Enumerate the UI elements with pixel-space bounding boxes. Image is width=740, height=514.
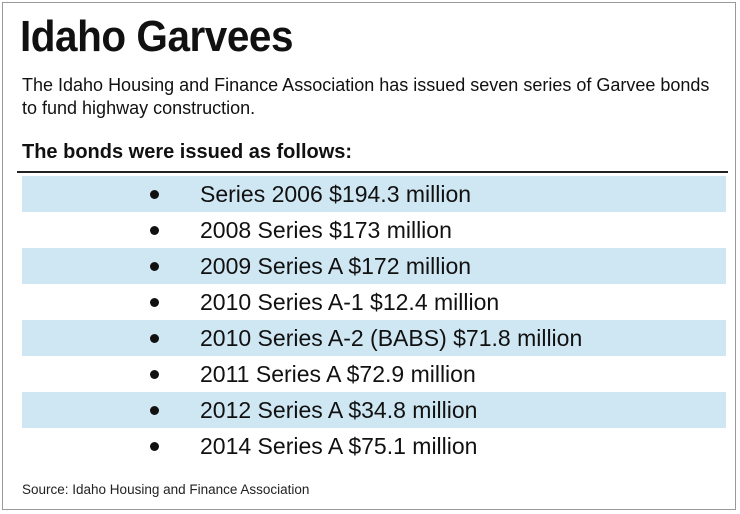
bullet-icon [150,406,159,415]
list-item: Series 2006 $194.3 million [22,176,726,212]
bond-list: Series 2006 $194.3 million 2008 Series $… [22,176,726,464]
page-title: Idaho Garvees [20,12,294,61]
bond-label: 2014 Series A $75.1 million [200,433,478,459]
bullet-icon [150,226,159,235]
bullet-icon [150,442,159,451]
bond-label: 2012 Series A $34.8 million [200,397,478,423]
bond-label: 2010 Series A-1 $12.4 million [200,289,500,315]
list-item: 2014 Series A $75.1 million [22,428,726,464]
list-item: 2011 Series A $72.9 million [22,356,726,392]
list-item: 2010 Series A-2 (BABS) $71.8 million [22,320,726,356]
list-heading: The bonds were issued as follows: [22,141,353,163]
divider-rule [17,171,728,173]
bullet-icon [150,190,159,199]
intro-text: The Idaho Housing and Finance Associatio… [22,75,710,118]
bond-label: 2009 Series A $172 million [200,253,472,279]
list-item: 2010 Series A-1 $12.4 million [22,284,726,320]
bond-label: 2010 Series A-2 (BABS) $71.8 million [200,325,583,351]
list-item: 2012 Series A $34.8 million [22,392,726,428]
bond-label: Series 2006 $194.3 million [200,181,472,207]
list-item: 2008 Series $173 million [22,212,726,248]
bullet-icon [150,334,159,343]
bullet-icon [150,370,159,379]
bullet-icon [150,298,159,307]
source-note: Source: Idaho Housing and Finance Associ… [22,482,310,497]
bond-label: 2008 Series $173 million [200,217,452,243]
bullet-icon [150,262,159,271]
list-item: 2009 Series A $172 million [22,248,726,284]
bond-label: 2011 Series A $72.9 million [200,361,476,387]
